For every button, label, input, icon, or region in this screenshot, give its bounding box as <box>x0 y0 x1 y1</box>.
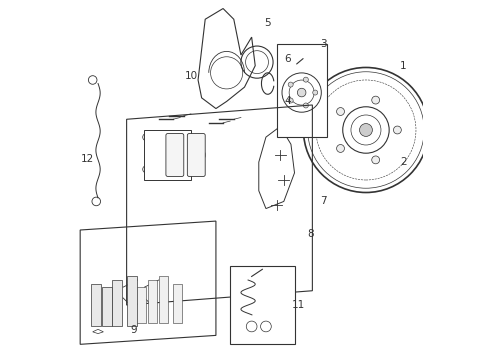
Circle shape <box>142 134 149 141</box>
Circle shape <box>336 108 344 116</box>
Text: 10: 10 <box>184 71 197 81</box>
Text: 7: 7 <box>319 197 325 206</box>
Circle shape <box>371 96 379 104</box>
Circle shape <box>312 90 317 95</box>
Text: 11: 11 <box>291 300 304 310</box>
Text: 12: 12 <box>81 154 94 163</box>
FancyBboxPatch shape <box>173 284 182 323</box>
Text: 9: 9 <box>130 325 137 335</box>
Text: 5: 5 <box>264 18 270 28</box>
Circle shape <box>142 166 149 173</box>
Circle shape <box>336 144 344 152</box>
Circle shape <box>303 77 308 82</box>
FancyBboxPatch shape <box>159 276 167 323</box>
Circle shape <box>287 82 293 87</box>
FancyBboxPatch shape <box>148 280 157 323</box>
Text: 6: 6 <box>284 54 290 64</box>
Circle shape <box>287 98 293 103</box>
FancyBboxPatch shape <box>91 284 101 327</box>
Circle shape <box>297 88 305 97</box>
Circle shape <box>359 123 372 136</box>
Text: 3: 3 <box>319 39 325 49</box>
Bar <box>276 44 326 137</box>
FancyBboxPatch shape <box>187 134 205 176</box>
FancyBboxPatch shape <box>112 280 122 327</box>
Bar <box>230 266 294 344</box>
Text: 4: 4 <box>284 96 290 107</box>
FancyBboxPatch shape <box>165 134 183 176</box>
Circle shape <box>303 103 308 108</box>
Text: 8: 8 <box>306 229 313 239</box>
Circle shape <box>393 126 401 134</box>
Text: 2: 2 <box>399 157 406 167</box>
FancyBboxPatch shape <box>137 287 146 323</box>
FancyBboxPatch shape <box>126 276 136 327</box>
Text: 1: 1 <box>399 61 406 71</box>
FancyBboxPatch shape <box>102 287 111 327</box>
FancyBboxPatch shape <box>144 130 190 180</box>
Circle shape <box>371 156 379 164</box>
